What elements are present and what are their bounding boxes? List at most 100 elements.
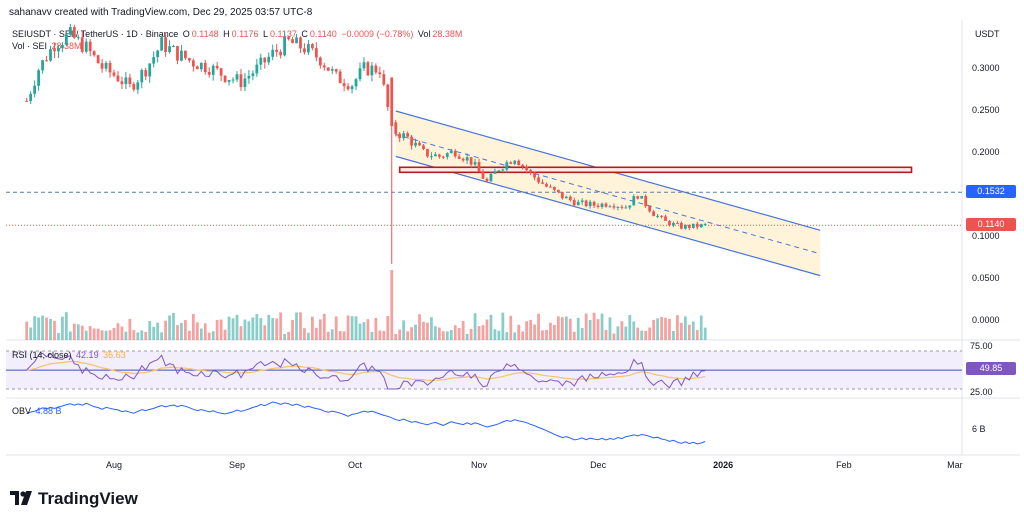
volume-bar [608, 317, 612, 340]
candle-body [449, 150, 453, 154]
candle-body [608, 206, 612, 208]
candle-body [61, 44, 64, 49]
volume-bar [576, 317, 580, 340]
volume-bar [314, 327, 318, 340]
candle-body [426, 149, 429, 157]
level-price-tag: 0.1532 [966, 185, 1016, 199]
candle-body [378, 72, 382, 75]
candle-body [112, 72, 116, 76]
volume-bar [235, 314, 239, 340]
time-axis-label: Mar [947, 460, 963, 470]
candle-body [489, 173, 493, 182]
obv-label[interactable]: OBV [12, 406, 32, 416]
volume-bar [299, 312, 302, 340]
candle-body [410, 136, 413, 146]
candle-body [136, 82, 140, 90]
volume-bar [219, 319, 223, 340]
candle-body [390, 77, 394, 127]
candle-body [699, 224, 703, 228]
volume-bar [370, 331, 374, 340]
volume-bar [37, 317, 41, 340]
volume-bar [493, 329, 497, 340]
candle-body [124, 77, 128, 85]
candle-body [549, 186, 552, 188]
volume-bar [33, 316, 37, 340]
volume-bar [477, 326, 481, 340]
volume-bar [545, 329, 548, 340]
volume-bar [223, 329, 227, 340]
candle-body [334, 69, 338, 72]
candle-body [76, 37, 80, 39]
volume-bar [588, 319, 592, 340]
volume-bar [88, 326, 92, 340]
price-tick-label: 0.3000 [972, 63, 1000, 73]
volume-bar [164, 320, 167, 340]
volume-bar [358, 323, 362, 340]
volume-bar [537, 313, 540, 340]
candle-body [295, 37, 298, 44]
volume-bar [695, 329, 699, 340]
volume-bar [195, 322, 199, 340]
candle-body [338, 71, 342, 84]
tradingview-logo-icon [10, 491, 32, 505]
candle-body [267, 56, 271, 63]
volume-bar [231, 318, 235, 340]
brand-name[interactable]: TradingView [38, 489, 138, 508]
volume-bar [29, 327, 33, 340]
candle-body [370, 65, 374, 76]
candle-body [330, 69, 334, 71]
candle-body [49, 49, 52, 61]
candle-body [624, 207, 628, 209]
volume-bar [465, 333, 469, 340]
volume-bar [596, 319, 600, 340]
candle-body [453, 150, 457, 157]
candle-body [116, 75, 120, 82]
last-price-tag: 0.1140 [966, 218, 1016, 232]
volume-bar [378, 330, 382, 340]
symbol-label[interactable]: SEIUSDT · SEI / TetherUS · 1D · Binance [12, 29, 179, 39]
candle-body [211, 65, 215, 75]
volume-bar [509, 315, 513, 340]
candle-body [366, 62, 370, 76]
candle-body [84, 41, 88, 52]
volume-bar [628, 315, 632, 340]
time-axis-label: Dec [590, 460, 607, 470]
candle-body [195, 66, 199, 70]
candle-body [322, 65, 326, 68]
candle-body [45, 60, 48, 62]
volume-bar [61, 316, 64, 340]
volume-bar [45, 317, 48, 340]
candle-body [656, 215, 659, 217]
candle-body [259, 57, 263, 65]
rsi-label[interactable]: RSI (14, close) [12, 350, 72, 360]
volume-bar [497, 330, 501, 340]
volume-bar [322, 313, 326, 340]
candle-body [541, 182, 544, 184]
volume-bar [176, 325, 179, 340]
candle-body [108, 62, 112, 73]
candle-body [668, 220, 671, 226]
candle-body [271, 49, 275, 57]
candle-body [430, 156, 433, 158]
volume-bar [211, 331, 215, 340]
candle-body [128, 77, 132, 85]
candle-body [291, 39, 294, 44]
volume-bar [76, 324, 80, 340]
rsi-line [26, 352, 706, 390]
candle-body [255, 64, 259, 74]
volume-bar [394, 333, 398, 340]
volume-bar [350, 316, 354, 340]
candle-body [676, 222, 679, 224]
candle-body [279, 51, 283, 56]
volume-bar [334, 316, 338, 340]
candle-body [164, 37, 167, 53]
candle-body [584, 200, 588, 207]
price-chart-svg[interactable] [0, 20, 1024, 490]
candle-body [660, 215, 663, 217]
volume-label[interactable]: Vol · SEI [12, 41, 48, 51]
candle-body [156, 50, 160, 58]
volume-bar [362, 322, 366, 340]
candle-body [588, 201, 592, 207]
obv-axis-label: 6 B [972, 424, 986, 434]
volume-bar [564, 316, 568, 340]
